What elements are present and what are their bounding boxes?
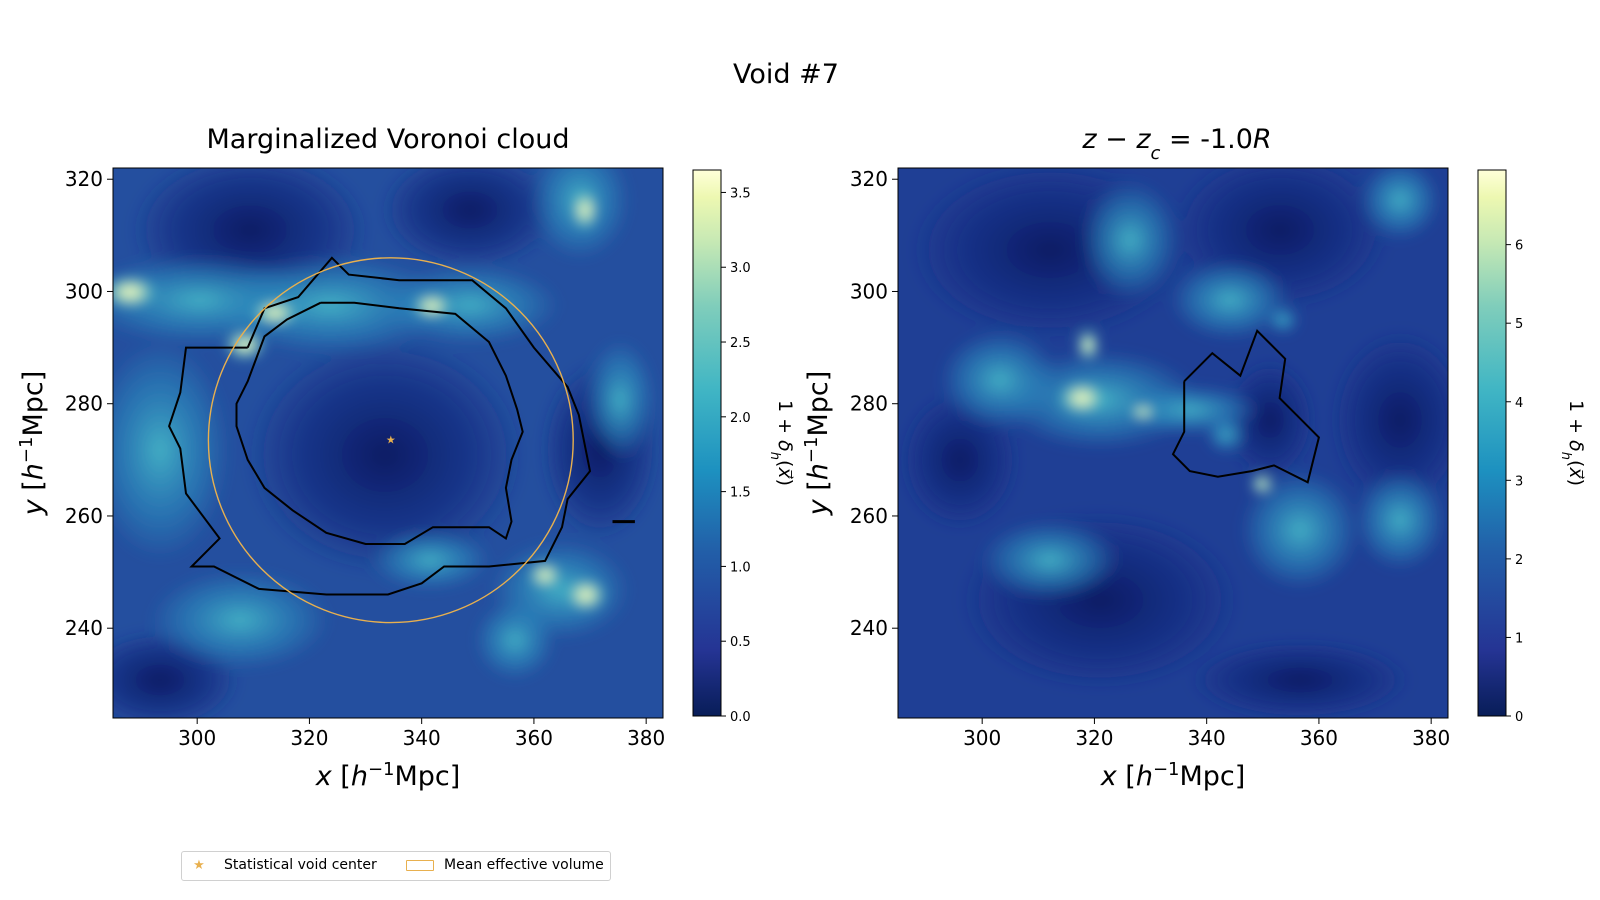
colorbar-tick-label: 4 xyxy=(1515,396,1523,411)
inner-void-contour xyxy=(235,301,524,545)
colorbar-tick-label: 1 xyxy=(1515,631,1523,646)
y-tick-label: 260 xyxy=(850,504,888,528)
colorbar-tick-label: 0.0 xyxy=(730,710,751,725)
outer-void-contour xyxy=(168,256,592,596)
y-tick-label: 240 xyxy=(65,616,103,640)
legend-label: Mean effective volume xyxy=(444,857,604,873)
figure-suptitle: Void #7 xyxy=(733,59,839,90)
y-tick-label: 280 xyxy=(65,392,103,416)
right-colorbar xyxy=(1477,169,1507,717)
colorbar-tick-label: 3.5 xyxy=(730,186,751,201)
left-axes-frame xyxy=(112,167,664,719)
colorbar-tick-label: 6 xyxy=(1515,239,1523,254)
x-tick-label: 380 xyxy=(1412,726,1450,750)
right-density-field xyxy=(898,168,1448,718)
rectangle-icon xyxy=(406,859,434,871)
colorbar-tick-label: 3.0 xyxy=(730,261,751,276)
right-colorbar-ticks: 0 1 2 3 4 5 6 xyxy=(1506,239,1523,725)
x-tick-label: 320 xyxy=(1075,726,1113,750)
legend-label: Statistical void center xyxy=(224,857,377,873)
colorbar-tick-label: 2.0 xyxy=(730,411,751,426)
void-center-star: ★ xyxy=(386,434,396,447)
right-panel: z − zc = -1.0R xyxy=(801,124,1588,792)
colorbar-tick-label: 1.5 xyxy=(730,486,751,501)
colorbar-tick-label: 2.5 xyxy=(730,336,751,351)
left-panel: Marginalized Voronoi cloud xyxy=(16,124,797,792)
x-tick-label: 340 xyxy=(1188,726,1226,750)
colorbar-tick-label: 1.0 xyxy=(730,560,751,575)
left-xlabel: x [h−1Mpc] xyxy=(315,759,461,793)
colorbar-tick-label: 0 xyxy=(1515,710,1523,725)
left-colorbar xyxy=(692,169,722,717)
x-tick-label: 360 xyxy=(1300,726,1338,750)
left-ylabel: y [h−1Mpc] xyxy=(16,371,50,517)
y-tick-label: 280 xyxy=(850,392,888,416)
x-tick-label: 360 xyxy=(515,726,553,750)
x-tick-label: 340 xyxy=(403,726,441,750)
right-axes: 300 320 340 360 380 240 260 280 300 320 xyxy=(850,167,1450,750)
legend-item-volume: Mean effective volume xyxy=(406,857,604,873)
y-tick-label: 320 xyxy=(65,167,103,191)
left-axes: 300 320 340 360 380 240 260 280 300 320 xyxy=(65,167,665,750)
legend-item-center: ★ Statistical void center xyxy=(188,857,377,873)
colorbar-tick-label: 5 xyxy=(1515,317,1523,332)
colorbar-tick-label: 3 xyxy=(1515,474,1523,489)
y-tick-label: 240 xyxy=(850,616,888,640)
right-ylabel: y [h−1Mpc] xyxy=(801,371,835,517)
y-tick-label: 300 xyxy=(65,279,103,303)
left-title: Marginalized Voronoi cloud xyxy=(206,124,569,155)
left-density-field: ★ xyxy=(113,168,663,718)
star-icon: ★ xyxy=(193,857,205,873)
x-tick-label: 300 xyxy=(178,726,216,750)
x-tick-label: 380 xyxy=(627,726,665,750)
left-colorbar-ticks: 0.0 0.5 1.0 1.5 2.0 2.5 3.0 3.5 xyxy=(721,186,751,725)
y-tick-label: 320 xyxy=(850,167,888,191)
right-title: z − zc = -1.0R xyxy=(1081,124,1271,164)
right-colorbar-label: 1 + δh(x⃗) xyxy=(1559,400,1588,486)
legend: ★ Statistical void center Mean effective… xyxy=(181,851,611,881)
right-xlabel: x [h−1Mpc] xyxy=(1100,759,1246,793)
x-tick-label: 300 xyxy=(963,726,1001,750)
mean-effective-volume-circle xyxy=(207,257,574,624)
colorbar-tick-label: 0.5 xyxy=(730,635,751,650)
y-tick-label: 300 xyxy=(850,279,888,303)
y-tick-label: 260 xyxy=(65,504,103,528)
colorbar-tick-label: 2 xyxy=(1515,553,1523,568)
left-colorbar-label: 1 + δh(x⃗) xyxy=(768,400,797,486)
x-tick-label: 320 xyxy=(290,726,328,750)
right-axes-frame xyxy=(897,167,1449,719)
void-slice-contour xyxy=(1171,328,1321,484)
